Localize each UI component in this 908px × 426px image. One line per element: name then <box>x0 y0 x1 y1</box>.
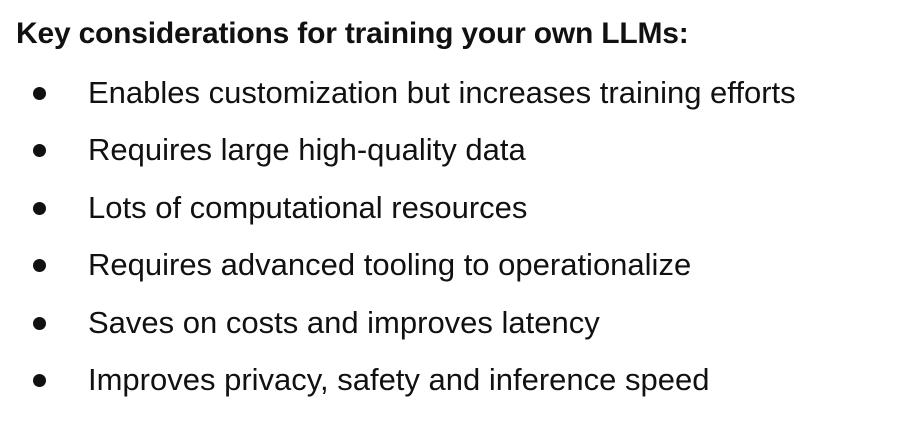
bullet-icon <box>33 144 46 158</box>
bullet-icon <box>33 86 46 100</box>
bullet-icon <box>33 374 46 388</box>
list-item-text: Enables customization but increases trai… <box>88 74 796 110</box>
list-item-text: Saves on costs and improves latency <box>88 304 600 340</box>
bullet-icon <box>33 316 46 330</box>
list-item-text: Requires advanced tooling to operational… <box>88 247 692 283</box>
page-title: Key considerations for training your own… <box>16 17 689 50</box>
list-item-text: Lots of computational resources <box>88 189 528 225</box>
list-item-text: Requires large high-quality data <box>88 132 526 168</box>
list-item-text: Improves privacy, safety and inference s… <box>88 362 710 398</box>
bullet-icon <box>33 201 46 215</box>
bullet-icon <box>33 259 46 273</box>
